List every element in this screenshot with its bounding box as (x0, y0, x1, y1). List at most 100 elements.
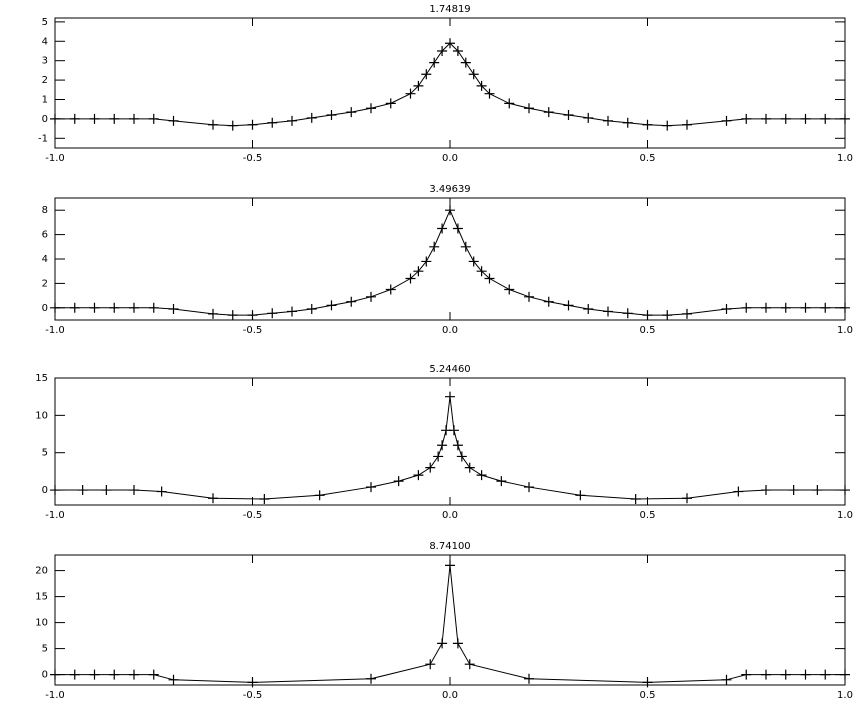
y-tick-label: 1 (42, 94, 48, 105)
point-marker (583, 112, 594, 123)
point-marker (429, 241, 440, 252)
point-marker (101, 485, 112, 496)
point-marker (69, 113, 80, 124)
point-marker (314, 490, 325, 501)
point-marker (421, 256, 432, 267)
x-tick-label: -0.5 (243, 325, 263, 336)
point-marker (630, 494, 641, 505)
panel-title: 3.49639 (429, 184, 470, 195)
point-marker (780, 669, 791, 680)
x-tick-label: 0.5 (640, 325, 656, 336)
point-marker (583, 304, 594, 315)
x-tick-label: -1.0 (45, 153, 65, 164)
point-marker (168, 115, 179, 126)
point-marker (741, 302, 752, 313)
point-marker (208, 119, 218, 130)
point-marker (267, 308, 278, 319)
point-marker (484, 273, 495, 284)
point-marker (524, 673, 534, 684)
point-marker (50, 302, 60, 313)
y-tick-label: 0 (42, 670, 48, 681)
y-tick-label: 3 (42, 56, 48, 67)
point-marker (129, 485, 139, 496)
x-tick-label: 0.0 (442, 153, 458, 164)
point-marker (109, 302, 120, 313)
point-marker (840, 669, 850, 680)
point-marker (761, 485, 771, 496)
point-marker (642, 310, 653, 321)
point-marker (452, 45, 463, 56)
x-tick-label: -0.5 (243, 510, 263, 521)
point-marker (468, 69, 479, 80)
point-marker (385, 284, 396, 295)
point-marker (721, 115, 732, 126)
point-marker (156, 486, 167, 497)
point-marker (524, 482, 534, 493)
point-marker (77, 485, 88, 496)
point-marker (366, 673, 376, 684)
point-marker (287, 115, 297, 126)
point-marker (208, 308, 218, 319)
point-marker (326, 110, 337, 121)
point-marker (464, 659, 475, 670)
y-tick-label: 4 (42, 254, 48, 265)
point-marker (682, 119, 692, 130)
point-marker (89, 302, 100, 313)
panel-title: 5.24460 (429, 364, 470, 375)
point-marker (448, 425, 459, 436)
point-marker (543, 107, 554, 118)
y-tick-label: 2 (42, 278, 48, 289)
point-marker (682, 493, 692, 504)
point-marker (662, 310, 673, 321)
x-tick-label: -1.0 (45, 325, 65, 336)
point-marker (247, 310, 258, 321)
point-marker (89, 669, 100, 680)
point-marker (366, 291, 376, 302)
point-marker (741, 669, 752, 680)
point-marker (504, 98, 515, 109)
point-marker (50, 485, 60, 496)
point-marker (575, 490, 586, 501)
point-marker (524, 103, 534, 114)
y-tick-label: 4 (42, 36, 48, 47)
x-tick-label: 0.5 (640, 153, 656, 164)
x-tick-label: -0.5 (243, 690, 263, 701)
x-tick-label: 0.0 (442, 510, 458, 521)
panel-title: 1.74819 (429, 4, 470, 15)
point-marker (437, 440, 448, 451)
point-marker (622, 117, 633, 128)
point-marker (306, 112, 317, 123)
point-marker (682, 308, 692, 319)
plot-frame (54, 17, 846, 149)
point-marker (476, 470, 487, 481)
point-marker (642, 677, 653, 688)
x-tick-label: 1.0 (837, 690, 853, 701)
point-marker (437, 638, 448, 649)
point-marker (168, 304, 179, 315)
point-marker (287, 306, 297, 317)
point-marker (800, 302, 811, 313)
x-tick-label: -1.0 (45, 690, 65, 701)
point-marker (421, 69, 432, 80)
point-marker (326, 300, 337, 311)
point-marker (563, 110, 574, 121)
point-marker (761, 113, 771, 124)
plot-frame (54, 554, 846, 686)
point-marker (761, 669, 771, 680)
y-tick-label: 0 (42, 303, 48, 314)
point-marker (733, 486, 744, 497)
data-line (55, 42, 845, 127)
point-marker (622, 308, 633, 319)
point-marker (148, 669, 159, 680)
x-tick-label: 0.0 (442, 690, 458, 701)
point-marker (433, 451, 444, 462)
plot-frame (54, 197, 846, 321)
y-tick-label: 20 (35, 566, 48, 577)
point-marker (741, 113, 752, 124)
point-marker (445, 205, 455, 216)
point-marker (504, 284, 515, 295)
point-marker (437, 45, 448, 56)
point-marker (840, 113, 850, 124)
point-marker (543, 296, 554, 307)
